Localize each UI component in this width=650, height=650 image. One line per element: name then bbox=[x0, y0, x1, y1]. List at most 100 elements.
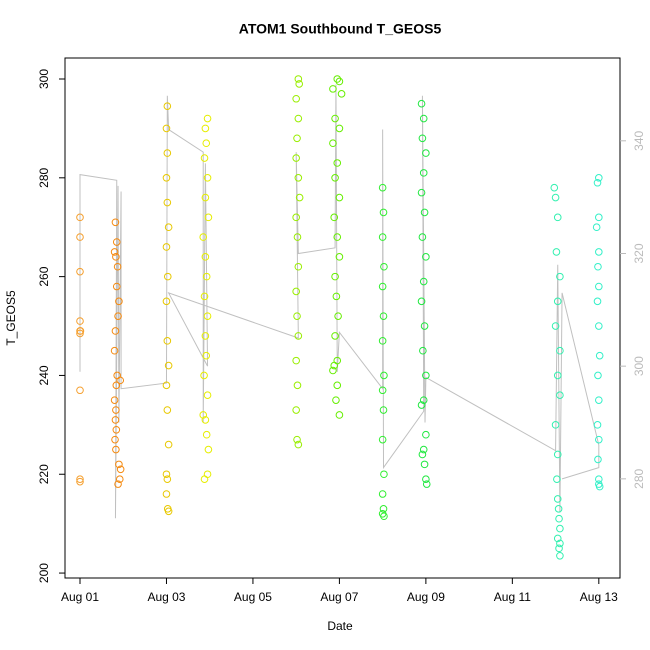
point bbox=[378, 435, 387, 444]
y-tick-label: 220 bbox=[37, 464, 51, 484]
x-tick-label: Aug 09 bbox=[407, 590, 445, 604]
point bbox=[595, 435, 603, 444]
point bbox=[553, 297, 562, 306]
point bbox=[553, 371, 562, 380]
point bbox=[294, 332, 303, 340]
point bbox=[202, 139, 211, 148]
point bbox=[76, 386, 84, 395]
point bbox=[293, 312, 301, 320]
point bbox=[76, 213, 84, 222]
point bbox=[111, 416, 120, 424]
point bbox=[295, 80, 304, 88]
point bbox=[332, 396, 340, 404]
y2-tick-label: 320 bbox=[632, 243, 646, 263]
point bbox=[163, 475, 172, 483]
point bbox=[295, 193, 304, 202]
point bbox=[380, 262, 388, 271]
point bbox=[592, 223, 601, 232]
point bbox=[114, 312, 122, 320]
point bbox=[417, 297, 426, 306]
x-tick-label: Aug 01 bbox=[61, 590, 99, 604]
point bbox=[76, 477, 84, 486]
point bbox=[200, 475, 209, 483]
point bbox=[422, 475, 430, 483]
point bbox=[551, 322, 560, 330]
point bbox=[594, 262, 602, 271]
point bbox=[420, 208, 429, 217]
point bbox=[419, 169, 428, 177]
point bbox=[111, 218, 120, 227]
point bbox=[330, 361, 339, 370]
x-tick-label: Aug 05 bbox=[234, 590, 272, 604]
y-tick-label: 240 bbox=[37, 365, 51, 385]
point bbox=[112, 406, 120, 414]
point bbox=[163, 337, 172, 345]
point bbox=[203, 470, 212, 479]
point bbox=[76, 233, 84, 241]
point bbox=[292, 406, 300, 414]
point bbox=[379, 505, 388, 513]
point bbox=[202, 351, 211, 360]
point bbox=[294, 262, 303, 271]
point bbox=[595, 282, 603, 291]
point bbox=[419, 445, 428, 454]
point bbox=[199, 411, 208, 419]
point bbox=[594, 371, 602, 380]
x-axis-label: Date bbox=[327, 619, 353, 633]
point bbox=[553, 534, 562, 543]
point bbox=[595, 482, 604, 491]
point bbox=[595, 248, 603, 256]
point bbox=[419, 346, 427, 355]
point bbox=[292, 154, 300, 162]
y-axis-label: T_GEOS5 bbox=[4, 290, 18, 346]
point bbox=[203, 391, 212, 399]
point bbox=[76, 327, 85, 335]
point bbox=[418, 134, 427, 143]
point bbox=[335, 253, 344, 261]
point bbox=[116, 465, 125, 474]
point bbox=[553, 475, 561, 483]
point bbox=[422, 430, 430, 439]
point bbox=[553, 495, 562, 503]
point bbox=[162, 124, 171, 133]
point bbox=[333, 159, 342, 167]
point bbox=[292, 287, 300, 296]
point bbox=[556, 524, 564, 533]
point bbox=[595, 396, 603, 404]
point bbox=[420, 322, 429, 330]
point bbox=[163, 149, 172, 157]
point bbox=[76, 475, 84, 483]
point bbox=[335, 193, 344, 202]
point bbox=[110, 346, 119, 355]
point bbox=[334, 312, 342, 320]
point bbox=[554, 505, 563, 513]
point bbox=[199, 233, 208, 241]
point bbox=[333, 233, 342, 241]
point bbox=[294, 75, 303, 83]
point bbox=[76, 267, 84, 276]
point bbox=[553, 450, 562, 459]
point bbox=[329, 139, 337, 148]
point bbox=[332, 292, 341, 301]
point bbox=[163, 406, 172, 414]
point bbox=[379, 406, 388, 414]
point bbox=[422, 480, 431, 488]
point bbox=[162, 381, 171, 390]
point bbox=[294, 440, 303, 449]
point bbox=[380, 470, 388, 479]
point bbox=[112, 282, 121, 291]
point bbox=[202, 430, 211, 439]
point bbox=[595, 351, 604, 360]
point bbox=[110, 396, 119, 404]
point bbox=[112, 238, 121, 246]
point bbox=[162, 470, 171, 479]
point bbox=[335, 77, 344, 86]
point bbox=[330, 213, 339, 222]
point bbox=[292, 94, 300, 103]
point bbox=[418, 233, 427, 241]
point bbox=[551, 193, 560, 202]
point bbox=[164, 361, 173, 370]
point bbox=[202, 272, 211, 281]
point bbox=[422, 149, 430, 157]
point bbox=[556, 551, 564, 560]
